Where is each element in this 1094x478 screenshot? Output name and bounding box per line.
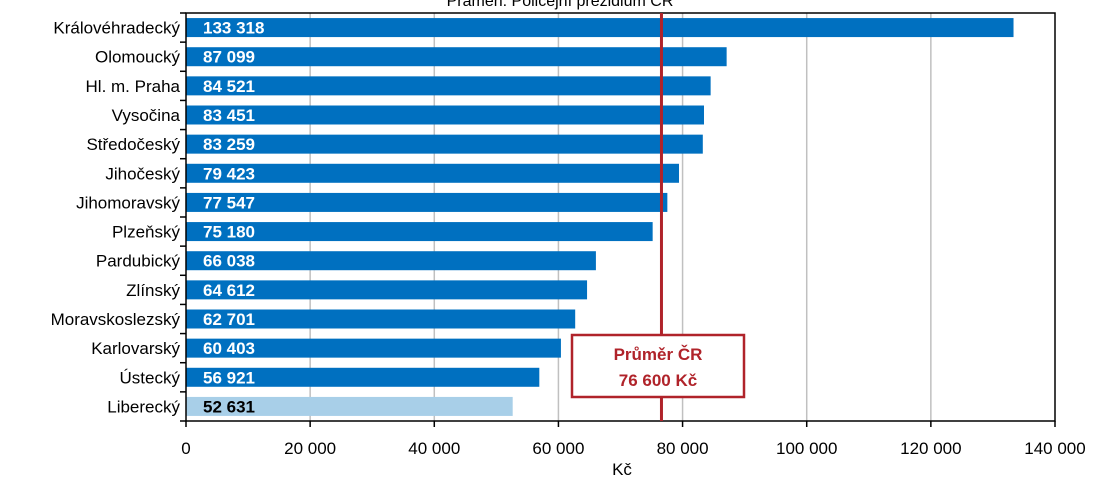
bar [186, 222, 653, 242]
axes [180, 12, 1056, 427]
x-tick-labels: 0 20 000 40 000 60 000 80 000 100 000 120 000 1… [181, 439, 1085, 458]
average-marker: Průměr ČR 76 600 Kč [570, 13, 746, 421]
category-label: Vysočina [112, 106, 181, 125]
x-tick-label: 40 000 [408, 439, 460, 458]
x-tick-label: 100 000 [776, 439, 837, 458]
bar-value-label: 84 521 [203, 77, 255, 96]
bar-value-label: 64 612 [203, 281, 255, 300]
bars-group: 133 318 87 099 84 521 83 451 83 259 79 423 77 … [186, 18, 1014, 416]
bar [186, 309, 576, 329]
x-tick-label: 60 000 [532, 439, 584, 458]
bar-value-label: 133 318 [203, 19, 264, 38]
bar-value-label: 87 099 [203, 48, 255, 67]
bar [186, 18, 1014, 38]
bar [186, 105, 704, 125]
chart-source-note: Pramen: Policejní prezidium ČR [447, 0, 674, 10]
bar [186, 396, 513, 416]
category-label: Olomoucký [95, 48, 181, 67]
category-label: Jihomoravský [76, 193, 180, 212]
category-label: Pardubický [96, 252, 181, 271]
bar [186, 338, 561, 358]
bar [186, 280, 588, 300]
category-label: Královéhradecký [53, 19, 180, 38]
category-label: Jihočeský [105, 164, 180, 183]
bar-value-label: 66 038 [203, 252, 255, 271]
category-label: Hl. m. Praha [86, 77, 181, 96]
category-label: Karlovarský [91, 339, 180, 358]
bar-value-label: 52 631 [203, 397, 255, 416]
bar-value-label: 83 259 [203, 135, 255, 154]
bar-value-label: 77 547 [203, 193, 255, 212]
x-axis-title: Kč [612, 460, 632, 478]
bar-value-label: 62 701 [203, 310, 255, 329]
category-labels: Královéhradecký Olomoucký Hl. m. Praha Vyso… [51, 19, 181, 417]
bar-value-label: 56 921 [203, 368, 255, 387]
x-tick-label: 20 000 [284, 439, 336, 458]
x-tick-label: 120 000 [900, 439, 961, 458]
category-label: Ústecký [120, 368, 181, 387]
x-tick-label: 80 000 [657, 439, 709, 458]
bar-value-label: 83 451 [203, 106, 255, 125]
bar [186, 251, 596, 271]
category-label: Zlínský [126, 281, 180, 300]
bar [186, 367, 540, 387]
category-label: Středočeský [86, 135, 180, 154]
bar [186, 134, 703, 154]
category-label: Liberecký [107, 397, 180, 416]
category-label: Moravskoslezský [51, 310, 181, 329]
average-label-value: 76 600 Kč [619, 371, 697, 390]
bar-value-label: 75 180 [203, 223, 255, 242]
bar-value-label: 60 403 [203, 339, 255, 358]
average-label-box [570, 333, 746, 399]
category-label: Plzeňský [112, 223, 181, 242]
x-tick-label: 0 [181, 439, 190, 458]
x-tick-label: 140 000 [1024, 439, 1085, 458]
bar [186, 47, 727, 67]
bar [186, 192, 668, 212]
bar-value-label: 79 423 [203, 164, 255, 183]
bar [186, 76, 711, 96]
bar [186, 163, 679, 183]
average-label-title: Průměr ČR [614, 345, 703, 364]
